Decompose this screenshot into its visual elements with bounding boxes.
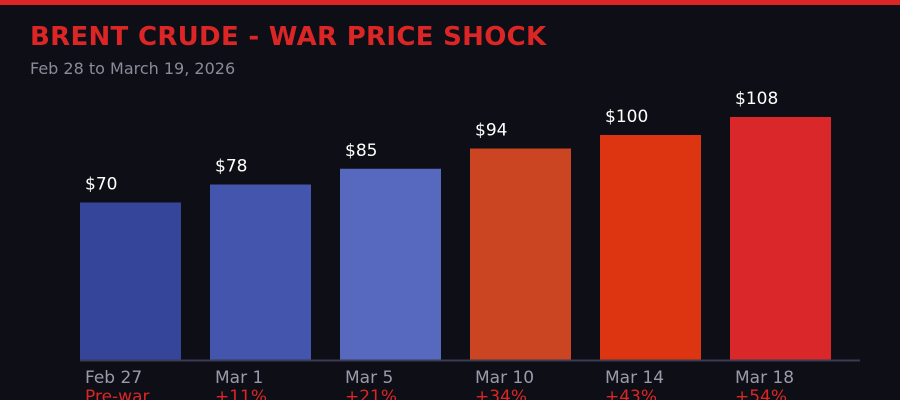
bar-value-label: $85 (345, 141, 377, 161)
bar (80, 202, 181, 360)
chart-title: BRENT CRUDE - WAR PRICE SHOCK (30, 22, 547, 52)
change-label: +43% (605, 387, 657, 400)
bar (470, 148, 571, 360)
bar-value-label: $70 (85, 175, 117, 195)
x-tick-label: Mar 18 (735, 368, 794, 388)
bar-value-label: $78 (215, 157, 247, 177)
x-tick-label: Feb 27 (85, 368, 142, 388)
change-label: +11% (215, 387, 267, 400)
accent-bar (0, 0, 900, 5)
change-label: +54% (735, 387, 787, 400)
x-tick-label: Mar 1 (215, 368, 263, 388)
change-label: +21% (345, 387, 397, 400)
bar-value-label: $108 (735, 89, 778, 109)
change-label: Pre-war (85, 387, 149, 400)
x-tick-label: Mar 10 (475, 368, 534, 388)
bar (730, 117, 831, 360)
x-tick-label: Mar 5 (345, 368, 393, 388)
change-label: +34% (475, 387, 527, 400)
bar (210, 184, 311, 360)
bar (600, 135, 701, 360)
bar-value-label: $94 (475, 121, 507, 141)
chart-subtitle: Feb 28 to March 19, 2026 (30, 59, 236, 78)
bar (340, 168, 441, 360)
x-tick-label: Mar 14 (605, 368, 664, 388)
bar-value-label: $100 (605, 107, 648, 127)
